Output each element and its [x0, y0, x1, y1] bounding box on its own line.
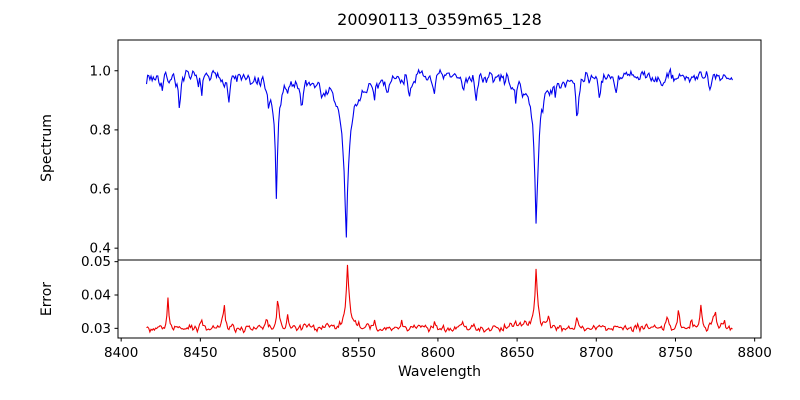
error-ytick-label: 0.04	[81, 288, 111, 304]
spectrum-ytick-label: 0.6	[90, 182, 111, 198]
x-axis-label: Wavelength	[397, 364, 482, 380]
xtick-label: 8400	[104, 345, 138, 361]
spectrum-ytick-label: 1.0	[90, 63, 111, 79]
y-axis-label-spectrum: Spectrum	[39, 114, 55, 182]
spectrum-ytick-label: 0.8	[90, 122, 111, 138]
error-line	[146, 264, 733, 334]
y-axis-label-error: Error	[39, 281, 55, 317]
error-ytick-label: 0.03	[81, 321, 111, 337]
xtick-label: 8550	[342, 345, 376, 361]
xtick-label: 8650	[500, 345, 534, 361]
xtick-label: 8450	[183, 345, 217, 361]
xtick-label: 8600	[421, 345, 455, 361]
xtick-label: 8750	[658, 345, 692, 361]
plot-title: 20090113_0359m65_128	[337, 10, 542, 29]
xtick-label: 8800	[737, 345, 771, 361]
error-panel-frame	[117, 259, 762, 339]
error-ytick-label: 0.05	[81, 254, 111, 270]
spectrum-line	[145, 67, 733, 238]
xtick-label: 8500	[262, 345, 296, 361]
xtick-label: 8700	[579, 345, 613, 361]
spectrum-ytick-label: 0.4	[90, 241, 111, 257]
